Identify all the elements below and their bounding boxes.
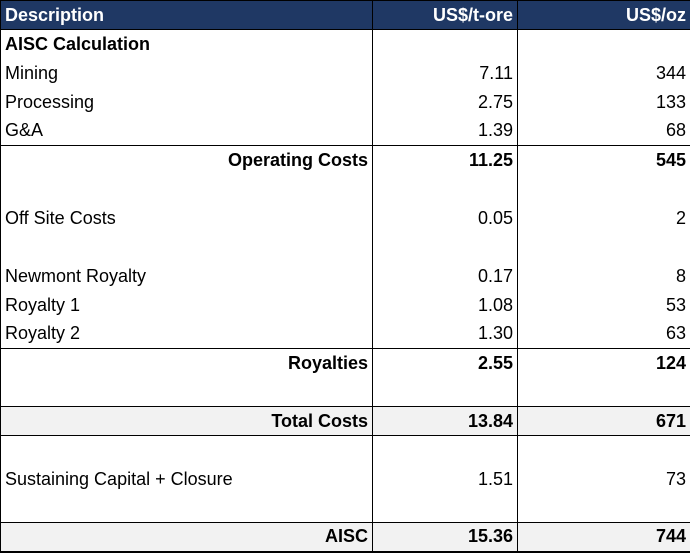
table-row-subtotal: Royalties 2.55 124: [0, 348, 690, 378]
table-row-total: Total Costs 13.84 671: [0, 406, 690, 436]
row-usd-per-tonne: 2.75: [372, 87, 518, 117]
table-row: G&A 1.39 68: [0, 116, 690, 146]
row-description: [0, 493, 373, 523]
row-usd-per-oz: 545: [517, 145, 690, 175]
row-usd-per-tonne: 1.51: [372, 464, 518, 494]
row-usd-per-tonne: 11.25: [372, 145, 518, 175]
row-usd-per-oz: [517, 174, 690, 204]
row-usd-per-oz: 8: [517, 261, 690, 291]
table-row-spacer: [0, 377, 690, 407]
row-usd-per-oz: [517, 435, 690, 465]
row-usd-per-oz: 133: [517, 87, 690, 117]
row-usd-per-tonne: 2.55: [372, 348, 518, 378]
header-usd-per-tonne: US$/t-ore: [372, 0, 518, 30]
table-row-spacer: [0, 435, 690, 465]
table-row: Mining 7.11 344: [0, 58, 690, 88]
row-description: Total Costs: [0, 406, 373, 436]
table-row: Off Site Costs 0.05 2: [0, 203, 690, 233]
header-description: Description: [0, 0, 373, 30]
row-description: Royalties: [0, 348, 373, 378]
row-usd-per-oz: 53: [517, 290, 690, 320]
row-usd-per-tonne: 0.17: [372, 261, 518, 291]
row-description: Off Site Costs: [0, 203, 373, 233]
row-description: Operating Costs: [0, 145, 373, 175]
table-row: Processing 2.75 133: [0, 87, 690, 117]
table-header-row: Description US$/t-ore US$/oz: [0, 0, 690, 30]
row-description: [0, 232, 373, 262]
row-description: AISC: [0, 522, 373, 553]
row-usd-per-tonne: [372, 29, 518, 59]
row-description: AISC Calculation: [0, 29, 373, 59]
row-description: Sustaining Capital + Closure: [0, 464, 373, 494]
row-usd-per-oz: [517, 29, 690, 59]
table-row-spacer: [0, 174, 690, 204]
row-usd-per-oz: 744: [517, 522, 690, 553]
table-row: Royalty 1 1.08 53: [0, 290, 690, 320]
row-usd-per-oz: 344: [517, 58, 690, 88]
row-description: G&A: [0, 116, 373, 146]
row-description: [0, 435, 373, 465]
row-description: [0, 174, 373, 204]
row-description: Royalty 2: [0, 319, 373, 349]
table-row-spacer: [0, 493, 690, 523]
row-usd-per-tonne: [372, 493, 518, 523]
row-usd-per-tonne: [372, 174, 518, 204]
row-usd-per-tonne: [372, 435, 518, 465]
row-usd-per-oz: [517, 232, 690, 262]
row-description: Royalty 1: [0, 290, 373, 320]
row-usd-per-tonne: 15.36: [372, 522, 518, 553]
row-description: Mining: [0, 58, 373, 88]
row-usd-per-oz: 671: [517, 406, 690, 436]
table-row-section-heading: AISC Calculation: [0, 29, 690, 59]
row-usd-per-tonne: [372, 232, 518, 262]
table-row: Royalty 2 1.30 63: [0, 319, 690, 349]
row-usd-per-tonne: 13.84: [372, 406, 518, 436]
row-usd-per-oz: 68: [517, 116, 690, 146]
row-description: Newmont Royalty: [0, 261, 373, 291]
row-usd-per-oz: 124: [517, 348, 690, 378]
header-usd-per-oz: US$/oz: [517, 0, 690, 30]
row-usd-per-oz: 73: [517, 464, 690, 494]
row-usd-per-tonne: 7.11: [372, 58, 518, 88]
row-usd-per-tonne: 1.30: [372, 319, 518, 349]
row-usd-per-oz: 63: [517, 319, 690, 349]
row-usd-per-oz: 2: [517, 203, 690, 233]
row-description: [0, 377, 373, 407]
table-row: Sustaining Capital + Closure 1.51 73: [0, 464, 690, 494]
row-usd-per-tonne: 0.05: [372, 203, 518, 233]
row-usd-per-oz: [517, 377, 690, 407]
row-usd-per-oz: [517, 493, 690, 523]
row-usd-per-tonne: 1.39: [372, 116, 518, 146]
row-usd-per-tonne: 1.08: [372, 290, 518, 320]
table-row-spacer: [0, 232, 690, 262]
table-row-subtotal: Operating Costs 11.25 545: [0, 145, 690, 175]
row-usd-per-tonne: [372, 377, 518, 407]
table-row-aisc-total: AISC 15.36 744: [0, 522, 690, 553]
table-row: Newmont Royalty 0.17 8: [0, 261, 690, 291]
row-description: Processing: [0, 87, 373, 117]
